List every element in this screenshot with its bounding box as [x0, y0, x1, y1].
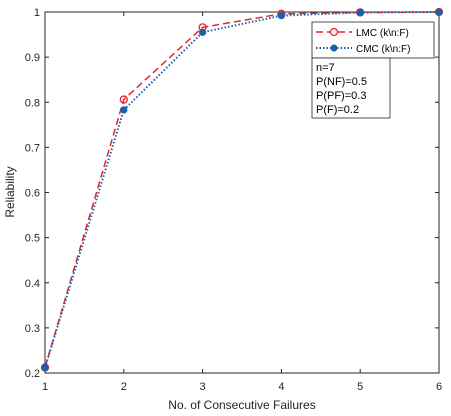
data-point-1: [277, 11, 286, 20]
data-point-1: [41, 363, 49, 372]
y-axis-label: Reliability: [3, 166, 17, 217]
legend-label-cmc: CMC (k\n:F): [356, 44, 410, 55]
data-point-1: [198, 28, 207, 36]
data-point-1: [356, 8, 364, 17]
y-tick-label: 0.9: [25, 52, 40, 64]
axis-ticks: 1 2 3 4 5 6 0.2 0.3 0.4 0.5 0.6 0.7 0.8 0.9 1: [25, 7, 442, 393]
legend: LMC (k\n:F) CMC (k\n:F): [311, 21, 435, 59]
data-point-1: [435, 8, 443, 16]
x-tick-label: 1: [42, 381, 48, 393]
series-line-0: [44, 11, 440, 368]
y-tick-label: 1: [34, 7, 40, 19]
annotation-box: [311, 57, 391, 119]
annotation-line-n: n=7: [316, 62, 335, 74]
y-tick-label: 0.5: [25, 233, 40, 245]
legend-marker-cmc: [330, 44, 338, 52]
legend-box: [311, 21, 435, 59]
x-tick-label: 4: [278, 381, 284, 393]
data-point-1: [120, 106, 128, 114]
annotation-line-ppf: P(PF)=0.3: [316, 90, 366, 102]
data-point-0: [119, 95, 128, 104]
legend-label-lmc: LMC (k\n:F): [356, 28, 409, 39]
x-tick-label: 2: [121, 381, 127, 393]
y-tick-label: 0.2: [25, 368, 40, 380]
y-tick-label: 0.4: [25, 278, 40, 290]
y-tick-label: 0.6: [25, 188, 40, 200]
x-tick-label: 3: [200, 381, 206, 393]
legend-marker-lmc: [329, 27, 339, 37]
x-tick-label: 6: [436, 381, 442, 393]
parameter-annotation: n=7 P(NF)=0.5 P(PF)=0.3 P(F)=0.2: [311, 57, 391, 119]
x-tick-label: 5: [357, 381, 363, 393]
y-tick-label: 0.7: [25, 142, 40, 154]
annotation-line-pf: P(F)=0.2: [316, 104, 359, 116]
series-line-1: [44, 11, 440, 368]
x-axis-label: No. of Consecutive Failures: [168, 398, 315, 412]
y-tick-label: 0.8: [25, 97, 40, 109]
series-layer: [40, 7, 444, 372]
annotation-line-pnf: P(NF)=0.5: [316, 76, 367, 88]
y-tick-label: 0.3: [25, 323, 40, 335]
